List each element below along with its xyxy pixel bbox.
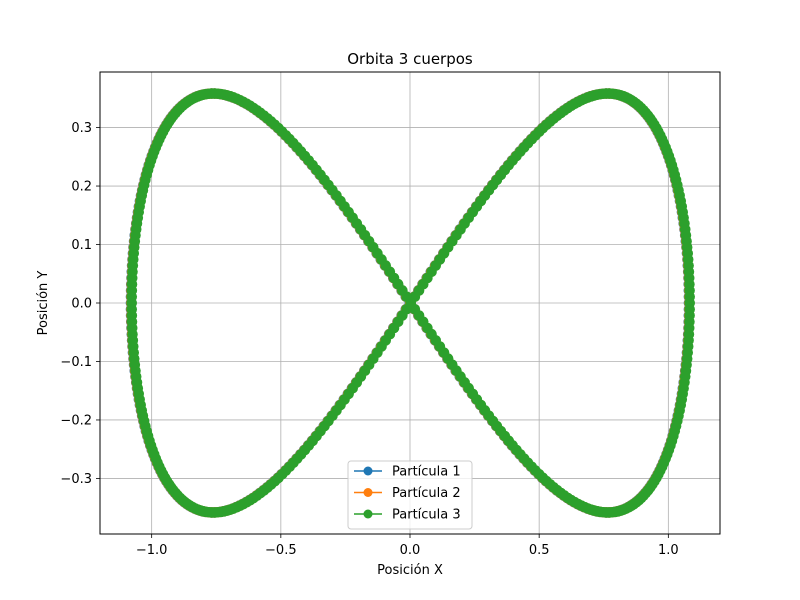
legend-entry: Partícula 3 [354, 508, 461, 523]
y-tick-label: 0.2 [71, 180, 92, 195]
y-axis-label: Posición Y [36, 271, 51, 336]
y-tick-label: 0.0 [71, 297, 92, 312]
y-tick-label: 0.3 [71, 121, 92, 136]
y-tick-label: −0.1 [60, 355, 92, 370]
legend-marker [363, 466, 373, 476]
legend-box [347, 460, 473, 530]
legend-label: Partícula 1 [392, 465, 461, 480]
x-tick-label: 0.0 [400, 543, 421, 558]
x-tick-label: 0.5 [529, 543, 550, 558]
legend-label: Partícula 2 [392, 486, 461, 501]
x-tick-label: 1.0 [658, 543, 679, 558]
series-layer [125, 88, 695, 518]
legend: Partícula 1 Partícula 2 Partícula 3 [347, 460, 473, 530]
chart-title: Orbita 3 cuerpos [347, 50, 473, 68]
legend-entry: Partícula 2 [354, 486, 461, 501]
legend-entry: Partícula 1 [354, 465, 461, 480]
y-tick-label: −0.2 [60, 413, 92, 428]
series-3 [126, 88, 695, 518]
ticks: −1.0 −0.5 0.0 0.5 1.0 −0.3 −0.2 −0.1 0.0 0.1 0.2 0.… [60, 121, 678, 558]
y-tick-label: 0.1 [71, 238, 92, 253]
legend-label: Partícula 3 [392, 508, 461, 523]
x-tick-label: −1.0 [136, 543, 168, 558]
x-axis-label: Posición X [377, 563, 443, 578]
x-tick-label: −0.5 [265, 543, 297, 558]
y-tick-label: −0.3 [60, 472, 92, 487]
series-3-point [405, 297, 417, 309]
legend-marker [363, 509, 373, 519]
legend-marker [363, 488, 373, 497]
